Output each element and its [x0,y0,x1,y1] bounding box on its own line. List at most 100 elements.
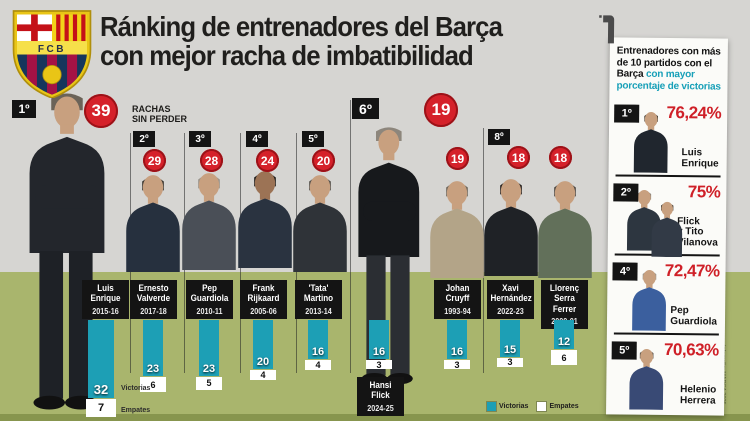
draws-bar: 7 [86,399,116,417]
rank-tab-1: 1º [12,100,36,118]
name-box-martino: 'Tata' Martino 2013-14 [295,280,342,319]
rank-tab-2: 2º [133,131,155,147]
panel-coach-name: Pep Guardiola [670,305,718,328]
draws-bar: 6 [140,377,166,393]
draws-bar: 6 [551,350,577,366]
draws-bar: 3 [497,357,523,367]
streak-badge-luis-enrique: 39 [84,94,118,128]
name-box-flick: Hansi Flick 2024-25 [357,377,404,416]
name-box-guardiola: Pep Guardiola 2010-11 [186,280,233,319]
victories-value: 32 [93,382,109,398]
bars-valverde: 23 6 [140,320,166,393]
panel-coach-name: Luis Enrique [681,147,719,170]
streak-badge-valverde: 29 [143,149,166,172]
name-box-cruyff: Johan Cruyff 1993-94 [434,280,481,319]
crest-fcb-text: FCB [38,44,66,55]
empates-axis-label: Empates [121,407,151,414]
bars-xavi: 15 3 [497,320,523,367]
panel-rows: 1º 76,24% Luis Enrique 2º 75% Flick y Ti… [611,97,722,413]
bars-guardiola: 23 5 [196,320,222,390]
streak-badge-xavi: 18 [507,146,530,169]
streak-badge-rijkaard: 24 [256,149,279,172]
grass-bottom-strip [0,414,750,421]
coach-name: Pep Guardiola [190,283,229,305]
victorias-swatch-icon [486,401,497,412]
panel-rank-tab: 2º [613,183,639,202]
draws-bar: 5 [196,377,222,390]
name-box-luis-enrique: Luis Enrique 2015-16 [82,280,129,319]
panel-row-1: 1º 76,24% Luis Enrique [614,97,722,175]
legend-label: Victorias [499,403,529,410]
coach-name: Ernesto Valverde [136,283,171,305]
victories-value: 16 [450,346,464,359]
win-percentage-panel: Entrenadores con más de 10 partidos con … [599,15,728,416]
victories-bar: 16 [308,320,328,360]
coach-season: 2010-11 [196,306,223,316]
legend-label: Empates [549,403,579,410]
victories-value: 23 [202,363,216,376]
victories-value: 16 [372,346,386,359]
win-percentage: 75% [687,182,721,202]
coach-season: 2022-23 [497,306,524,316]
quote-mark-icon [599,15,615,44]
victories-bar: 15 [500,320,520,357]
draws-bar: 3 [366,360,392,370]
title-line-2: con mejor racha de imbatibilidad [100,40,474,72]
draws-bar: 4 [250,370,276,380]
page-title: Ránking de entrenadores del Barça con me… [100,12,503,72]
photo-pep-guardiola [177,168,241,270]
bars-cruyff: 16 3 [444,320,470,370]
empates-swatch-icon [536,401,548,412]
win-percentage: 72,47% [664,260,720,281]
victories-bar: 16 [369,320,389,360]
rank-tab-6: 6º [352,98,379,119]
victories-bar: 16 [447,320,467,360]
win-percentage: 76,24% [666,102,722,123]
streak-badge-serra-ferrer: 18 [549,146,572,169]
rank-tab-8: 8º [488,129,510,145]
coach-season: 2013-14 [305,306,332,316]
coach-season: 2015-16 [92,306,119,316]
victories-value: 20 [256,356,270,368]
victories-value: 15 [503,343,517,356]
streak-caption: RACHAS SIN PERDER [132,104,188,125]
victories-bar: 20 [253,320,273,369]
photo-llorenc-serra-ferrer [533,176,597,278]
panel-rank-tab: 5º [611,341,637,360]
panel-photo-tito-vilanova [647,199,688,257]
fcb-crest-logo: FCB [12,10,92,98]
legend-item-empates: Empates [536,401,579,412]
name-box-rijkaard: Frank Rijkaard 2005-06 [240,280,287,319]
rank-tab-5: 5º [302,131,324,147]
coach-name: Johan Cruyff [445,283,470,305]
bars-serra-ferrer: 12 6 [551,320,577,366]
rank-tab-4: 4º [246,131,268,147]
coach-name: Xavi Hernández [490,283,532,305]
coach-season: 2005-06 [250,306,277,316]
coach-season: 1993-94 [444,306,471,316]
photo-ernesto-valverde [121,170,185,272]
coach-name: 'Tata' Martino [303,283,334,305]
coach-season: 2024-25 [367,403,394,413]
panel-rank-tab: 1º [614,104,640,123]
coach-name: Hansi Flick [369,380,392,402]
bars-luis-enrique: 32 7 [86,320,116,417]
victories-bar: 32 [88,320,114,399]
streak-badge-guardiola: 28 [200,149,223,172]
panel-row-4: 5º 70,63% Helenio Herrera [611,332,719,413]
bars-rijkaard: 20 4 [250,320,276,380]
victorias-axis-label: Victorias [121,385,151,392]
legend-item-victorias: Victorias [486,401,529,412]
panel-header: Entrenadores con más de 10 partidos con … [616,45,721,92]
coach-name: Llorenç Serra Ferrer [549,283,580,315]
panel-rank-tab: 4º [612,262,638,281]
bars-martino: 16 4 [305,320,331,370]
chart-legend: Victorias Empates [486,401,579,412]
win-percentage: 70,63% [663,339,719,360]
draws-bar: 4 [305,360,331,370]
victories-value: 16 [311,346,325,359]
coach-season: 2017-18 [140,306,167,316]
victories-bar: 12 [554,320,574,350]
rank-tab-3: 3º [189,131,211,147]
